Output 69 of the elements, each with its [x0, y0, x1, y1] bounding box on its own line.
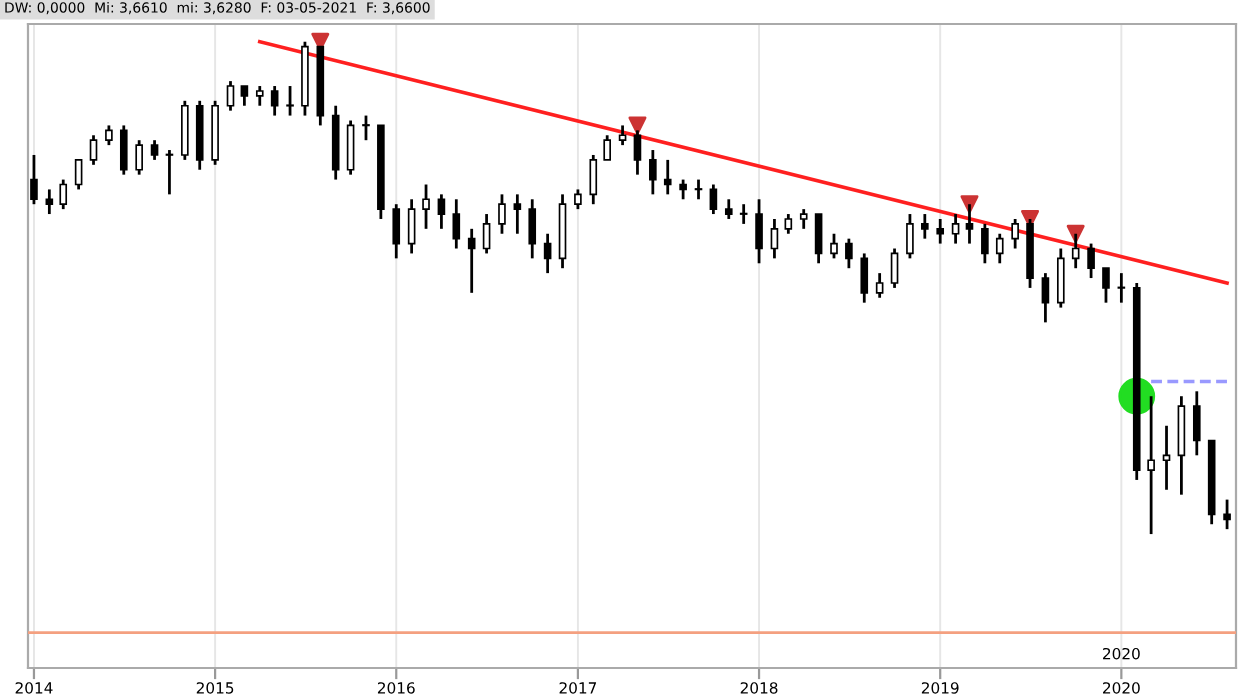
candlestick [59, 178, 68, 211]
candlestick [739, 202, 748, 226]
candlestick [513, 192, 522, 236]
candlestick [482, 212, 491, 255]
candlestick [574, 188, 582, 211]
candlestick [467, 227, 476, 295]
candlestick [45, 188, 54, 216]
candlestick [150, 138, 159, 162]
candlestick [995, 232, 1004, 265]
candlestick [392, 202, 401, 260]
candlestick [74, 158, 83, 191]
candlestick [649, 148, 657, 196]
candlestick [135, 138, 143, 177]
candlestick [270, 84, 279, 117]
candlestick [1102, 266, 1110, 305]
candlestick [255, 84, 264, 108]
candlestick [407, 197, 416, 255]
candlestick [362, 114, 370, 142]
candlestick [346, 119, 355, 177]
candlestick [105, 124, 113, 147]
candlestick [422, 183, 430, 231]
candlestick [830, 232, 838, 260]
candlestick [724, 197, 733, 221]
candlestick [1147, 394, 1155, 536]
candlestick [799, 207, 808, 231]
candlestick [286, 84, 294, 117]
candlestick [1117, 271, 1126, 305]
candlestick [1087, 242, 1095, 280]
candlestick [981, 222, 989, 265]
candlestick [633, 128, 642, 177]
candlestick [845, 237, 853, 270]
candlestick [1011, 217, 1019, 250]
candlestick [226, 79, 235, 113]
point [628, 116, 647, 135]
candlestick [951, 212, 960, 245]
candlestick [784, 212, 793, 236]
candlestick [709, 183, 718, 216]
candlestick [603, 133, 611, 162]
candlestick [437, 192, 446, 231]
candlestick [498, 192, 506, 236]
candlestick [965, 202, 974, 245]
candlestick [240, 84, 249, 108]
candlestick [694, 178, 703, 201]
candlestick [543, 232, 552, 275]
candlestick [755, 197, 763, 265]
candlestick [30, 153, 38, 206]
candlestick [770, 217, 779, 260]
candlestick [679, 178, 687, 201]
candlestick [860, 252, 869, 305]
candlestick [1071, 232, 1080, 270]
candlestick [528, 197, 537, 260]
candlestick [589, 153, 598, 206]
candlestick [1041, 271, 1050, 324]
candlestick [1056, 247, 1065, 309]
candlestick [618, 124, 627, 147]
candlestick [663, 158, 672, 196]
candlestick [890, 247, 899, 290]
candlestick [814, 212, 823, 265]
candlestick [906, 212, 914, 260]
candlestick [452, 197, 461, 250]
candlestick [89, 133, 98, 167]
candlestick [1192, 389, 1201, 457]
candlestick [119, 124, 128, 177]
candlestick [936, 217, 945, 245]
candlestick [165, 148, 174, 196]
candlestick [921, 212, 929, 241]
candlestick [875, 271, 884, 300]
candlestick [1162, 424, 1171, 492]
candlestick [1223, 498, 1231, 531]
